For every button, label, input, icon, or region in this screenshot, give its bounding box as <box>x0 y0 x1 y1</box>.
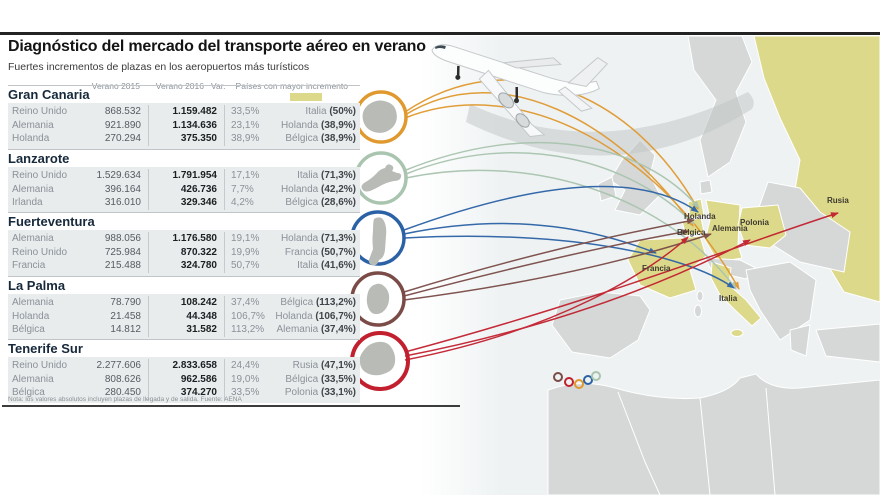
canary-island-marker <box>583 375 593 385</box>
map-poland <box>737 204 787 249</box>
map-corsica <box>696 290 704 302</box>
lanzarote-silhouette <box>361 164 402 192</box>
map-africa-border-1 <box>617 391 661 495</box>
map-north-africa <box>547 373 880 495</box>
fuerteventura-silhouette <box>368 217 387 266</box>
map-africa-border-2 <box>699 397 711 495</box>
canary-island-marker <box>564 377 574 387</box>
la-palma-silhouette <box>366 283 390 315</box>
map-uk <box>609 139 661 216</box>
airplane-engine-2 <box>515 113 530 128</box>
airplane-landing-gear <box>456 65 519 100</box>
gran-canaria-medallion <box>354 90 408 144</box>
airplane-tail-fin <box>567 56 609 88</box>
flight-route-line <box>405 151 695 225</box>
canary-island-marker <box>591 371 601 381</box>
airplane-fuselage <box>431 44 600 96</box>
map-france <box>627 235 707 299</box>
map-italy <box>710 261 762 327</box>
flight-route-line <box>404 212 839 353</box>
gran-canaria-silhouette <box>362 100 397 133</box>
airplane-icon <box>431 44 609 138</box>
airplane-shadow-swoosh <box>466 92 754 156</box>
island-medallions <box>350 90 410 391</box>
map-label-rusia: Rusia <box>827 196 849 205</box>
flight-route-line <box>403 229 690 297</box>
map-label-belgica: Bélgica <box>677 228 706 237</box>
airplane-stabilizer <box>557 86 593 112</box>
fuerteventura-medallion <box>350 210 406 266</box>
map-label-polonia: Polonia <box>740 218 769 227</box>
airplane-wheel-1 <box>455 74 461 80</box>
map-landmasses <box>547 35 880 495</box>
flight-route-line <box>404 92 694 227</box>
flight-route-line <box>403 222 657 254</box>
map-sicily <box>730 329 744 337</box>
flight-route-line <box>403 218 695 293</box>
canary-islands-map-markers <box>553 371 601 389</box>
flight-flow-lines <box>403 79 839 361</box>
map-sardinia <box>694 304 702 318</box>
tenerife-medallion <box>350 331 410 391</box>
lanzarote-medallion <box>354 151 408 205</box>
map-country-labels: Holanda Bélgica Alemania Polonia Rusia F… <box>642 196 849 303</box>
airplane-wheel-2 <box>514 98 520 104</box>
map-label-francia: Francia <box>642 264 671 273</box>
flight-route-line <box>403 185 699 231</box>
map-africa-border-3 <box>765 387 776 495</box>
airplane-far-wing <box>503 57 563 69</box>
flight-route-line <box>404 239 751 357</box>
airplane-cockpit <box>435 45 446 50</box>
flight-route-line <box>403 233 712 301</box>
map-label-holanda: Holanda <box>684 212 716 221</box>
map-turkey <box>815 323 880 363</box>
canary-island-marker <box>553 372 563 382</box>
map-greece <box>789 324 811 357</box>
flight-route-line <box>405 141 700 209</box>
map-label-italia: Italia <box>719 294 738 303</box>
airplane-engine-1 <box>498 92 514 109</box>
tenerife-silhouette <box>359 341 396 376</box>
map-label-alemania: Alemania <box>712 224 748 233</box>
flight-route-line <box>405 169 737 290</box>
flight-route-line <box>404 236 689 361</box>
map-iberia <box>551 291 651 359</box>
map-denmark <box>699 179 713 195</box>
la-palma-medallion <box>350 271 406 327</box>
canary-island-marker <box>574 379 584 389</box>
